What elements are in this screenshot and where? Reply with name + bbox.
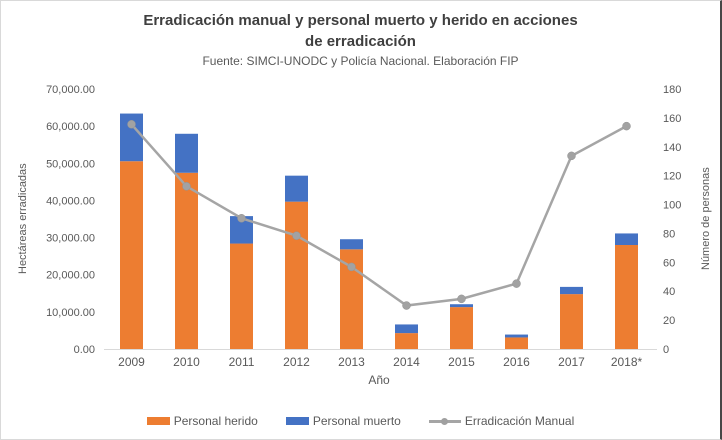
right-axis-tick-label: 100 [663,200,681,212]
bar-personal-herido-2016 [505,337,528,349]
erradicacion-manual-swatch-icon [428,417,461,426]
chart-title-line1: Erradicación manual y personal muerto y … [143,12,578,29]
x-axis-label-2017: 2017 [558,355,585,369]
chart-title: Erradicación manual y personal muerto y … [1,10,720,52]
line-marker-2011 [237,214,246,223]
legend-item-personal-herido[interactable]: Personal herido [146,414,258,428]
right-axis-tick-label: 60 [663,257,675,269]
legend-item-erradicacion-manual[interactable]: Erradicación Manual [428,414,575,428]
bar-personal-muerto-2013 [340,239,363,250]
left-axis-tick-label: 30,000.00 [46,233,95,245]
bar-personal-muerto-2012 [285,175,308,202]
bar-personal-herido-2010 [175,172,198,349]
bar-personal-muerto-2016 [505,334,528,338]
x-axis-label-2015: 2015 [448,355,475,369]
right-axis-tick-label: 180 [663,84,681,96]
bar-personal-herido-2012 [285,201,308,349]
bar-personal-herido-2014 [395,333,418,349]
chart-legend: Personal herido Personal muerto Erradica… [1,414,720,428]
legend-item-personal-muerto[interactable]: Personal muerto [285,414,401,428]
line-marker-2017 [567,151,576,161]
bar-personal-herido-2009 [120,161,143,349]
bar-personal-muerto-2017 [560,286,583,295]
right-axis-tick-label: 120 [663,171,681,183]
line-marker-2015 [457,294,466,304]
x-axis-label-2010: 2010 [173,355,200,369]
chart-subtitle: Fuente: SIMCI-UNODC y Policía Nacional. … [202,54,519,68]
bar-personal-muerto-2009 [120,113,143,162]
x-axis-label-2013: 2013 [338,355,365,369]
bar-personal-muerto-2015 [450,304,473,308]
erradicacion-manual-line [130,123,628,307]
legend-label-erradicacion-manual: Erradicación Manual [464,414,575,428]
bar-personal-muerto-2011 [230,216,253,244]
right-axis-tick-label: 40 [663,286,675,298]
bar-personal-herido-2011 [230,243,253,349]
left-axis-tick-label: 10,000.00 [46,307,95,319]
bar-personal-herido-2013 [340,249,363,349]
left-axis-tick-label: 70,000.00 [46,84,95,96]
bar-personal-herido-2017 [560,294,583,349]
bar-personal-herido-2018* [615,245,638,349]
right-axis-tick-label: 160 [663,113,681,125]
right-axis-tick-label: 20 [663,315,675,327]
personal-herido-swatch-icon [146,417,170,425]
line-marker-2018* [622,121,631,131]
bar-personal-muerto-2010 [175,133,198,173]
x-axis-label-2011: 2011 [229,355,255,369]
line-marker-2014 [402,301,411,310]
x-axis-label-2018*: 2018* [611,355,643,369]
x-axis-label-2009: 2009 [118,355,145,369]
line-marker-2016 [512,279,521,288]
left-axis-tick-label: 0.00 [74,344,95,356]
x-axis-label-2014: 2014 [393,355,420,369]
x-axis-label-2012: 2012 [283,355,310,369]
left-axis-tick-label: 20,000.00 [46,270,95,282]
legend-label-personal-herido: Personal herido [173,414,258,428]
line-marker-2013 [347,262,356,272]
right-axis-tick-label: 80 [663,228,675,240]
left-axis-tick-label: 40,000.00 [46,195,95,207]
bar-personal-muerto-2014 [395,324,418,334]
legend-label-personal-muerto: Personal muerto [312,414,401,428]
left-axis-tick-label: 60,000.00 [46,121,95,133]
x-axis-label-2016: 2016 [503,355,530,369]
right-axis-tick-label: 140 [663,142,681,154]
bar-personal-herido-2015 [450,307,473,349]
line-marker-2009 [127,120,136,129]
left-axis-tick-label: 50,000.00 [46,158,95,170]
x-axis-title: Año [368,373,390,387]
personal-muerto-swatch-icon [285,417,309,425]
line-marker-2012 [292,231,301,240]
chart-title-line2: de erradicación [305,33,416,50]
right-axis-tick-label: 0 [663,344,669,356]
line-marker-2010 [182,182,191,191]
bar-personal-muerto-2018* [615,233,638,245]
